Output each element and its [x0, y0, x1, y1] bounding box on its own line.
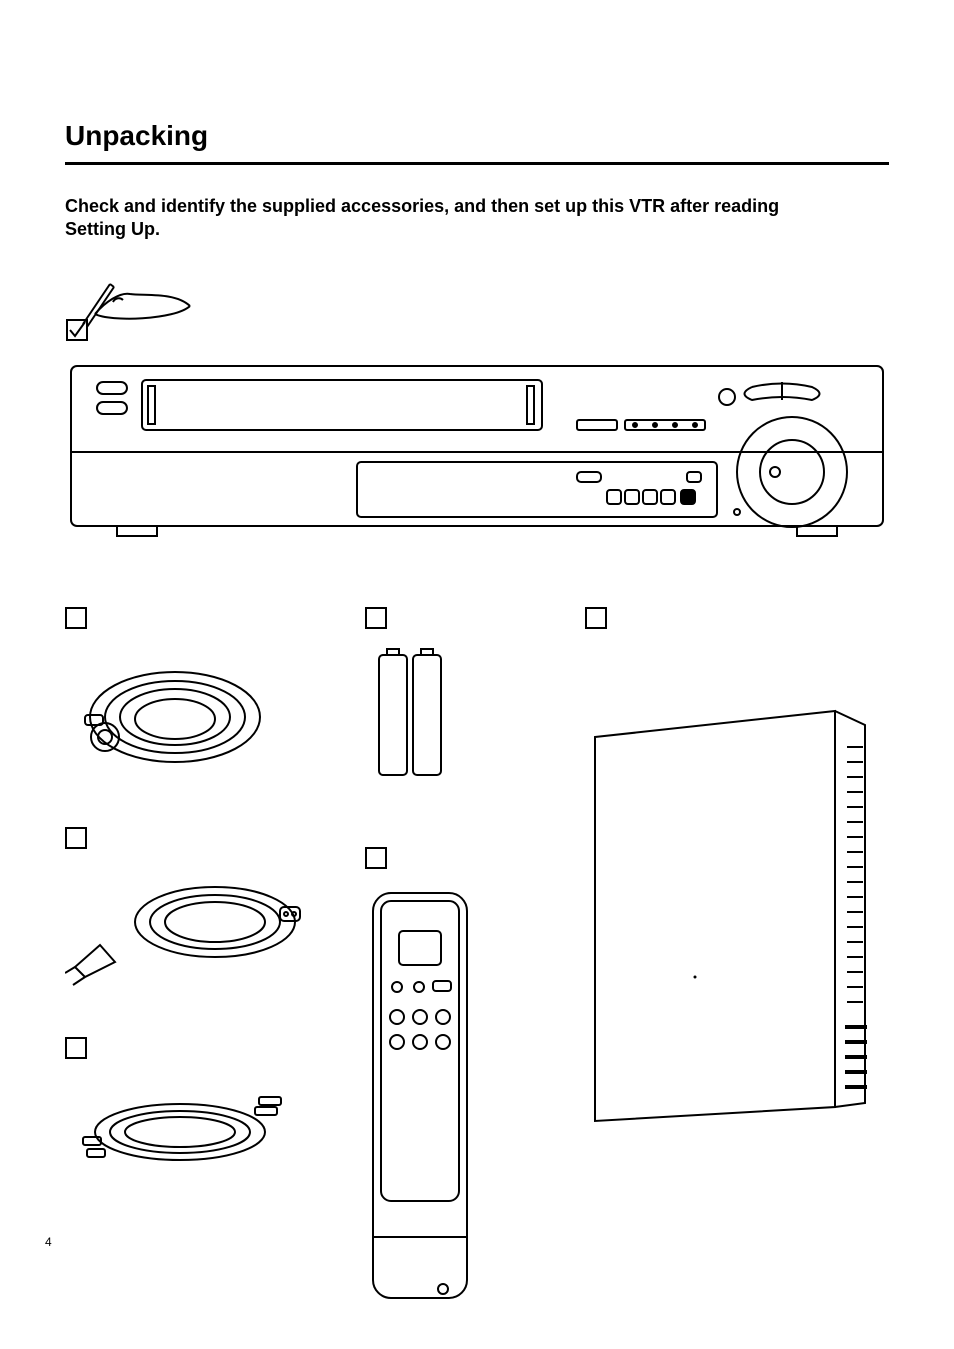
title-rule	[65, 162, 889, 165]
intro-text: Check and identify the supplied accessor…	[65, 195, 845, 242]
manual-booklet	[585, 707, 885, 1127]
checkbox-remote[interactable]	[365, 847, 387, 869]
aerial-cable	[65, 647, 325, 787]
vtr-unit	[65, 362, 889, 547]
checkbox-manual[interactable]	[585, 607, 607, 629]
checkbox-mains-lead[interactable]	[65, 827, 87, 849]
remote-control	[365, 887, 545, 1307]
checkbox-batteries[interactable]	[365, 607, 387, 629]
checkbox-aerial-cable[interactable]	[65, 607, 87, 629]
ac-mains-lead	[65, 867, 325, 997]
av-cable	[65, 1077, 325, 1177]
page-title: Unpacking	[65, 120, 889, 152]
batteries	[365, 647, 545, 787]
checkbox-av-cable[interactable]	[65, 1037, 87, 1059]
page-number: 4	[45, 1235, 52, 1249]
hand-checking-icon	[65, 262, 195, 342]
